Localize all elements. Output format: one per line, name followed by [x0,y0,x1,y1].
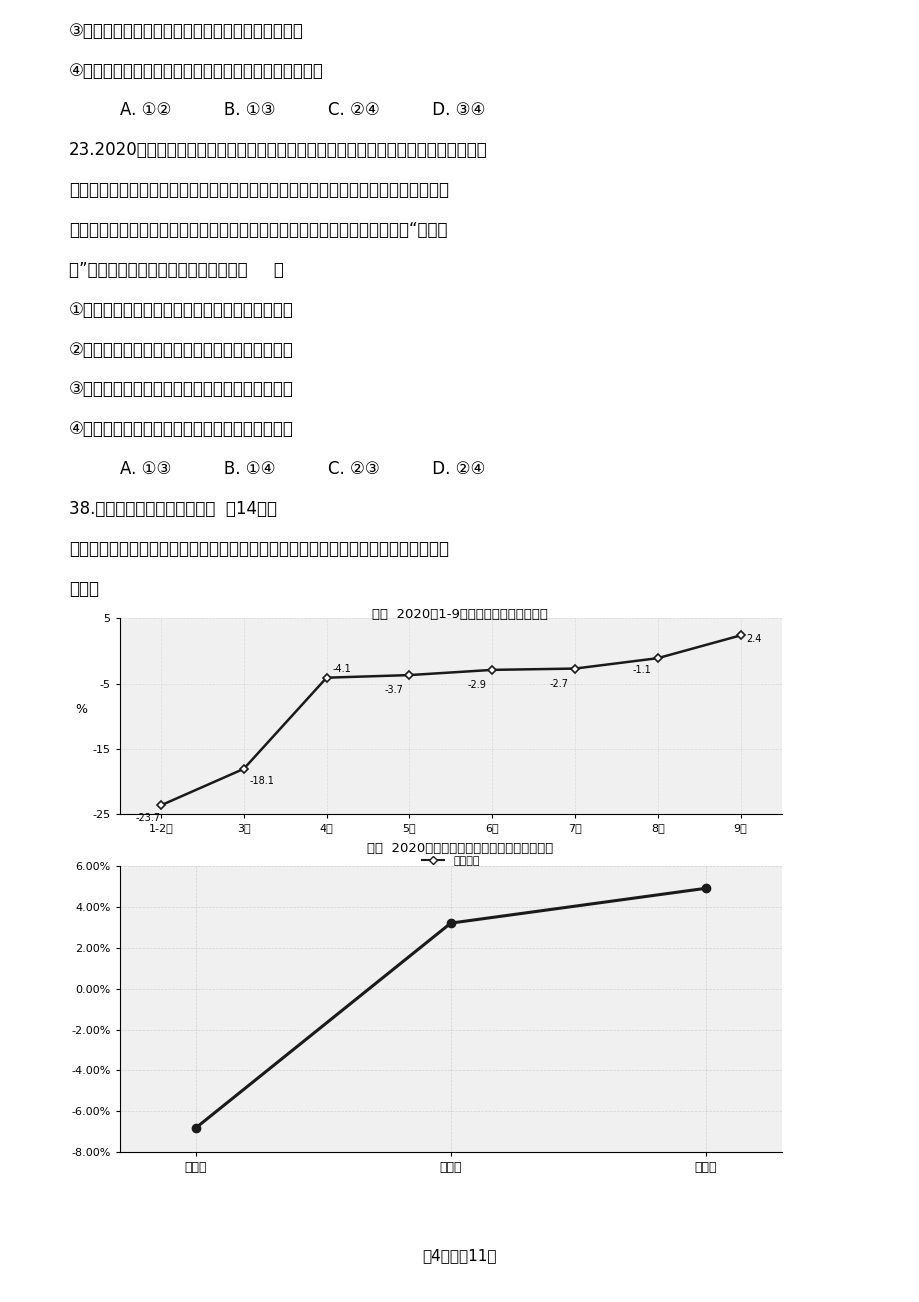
Text: 23.2020年，面对新冠肌炎疫情的冲击以及单边主义、保护主义、民簹主义等逆流嗧器，: 23.2020年，面对新冠肌炎疫情的冲击以及单边主义、保护主义、民簹主义等逆流嗧… [69,142,487,159]
Text: 中国以元首外交为引领，以抗疫外交为主线，同步抗击新冠病毒和国际政治病毒，积极: 中国以元首外交为引领，以抗疫外交为主线，同步抗击新冠病毒和国际政治病毒，积极 [69,181,448,199]
Text: A. ①③          B. ①④          C. ②③          D. ②④: A. ①③ B. ①④ C. ②③ D. ②④ [119,460,484,478]
Text: ②中国超越意识形态偏见，通过协商谈判化解分歧: ②中国超越意识形态偏见，通过协商谈判化解分歧 [69,341,293,358]
Text: 38.阅读材料，完成下列问题。  （14分）: 38.阅读材料，完成下列问题。 （14分） [69,500,277,518]
Text: 开展国际抗疫合作，大力倡导建设人类卫生健康共同体，扎实推进高质量共建“一带一: 开展国际抗疫合作，大力倡导建设人类卫生健康共同体，扎实推进高质量共建“一带一 [69,221,447,240]
Text: ③中国发挥统筹协调作用，推动全球治理体系变革: ③中国发挥统筹协调作用，推动全球治理体系变革 [69,380,293,398]
Text: -4.1: -4.1 [332,664,350,674]
Text: 某校研究性学习小组为了解当地经济发展状况，登录政府网站查询到相关信息并制作如: 某校研究性学习小组为了解当地经济发展状况，登录政府网站查询到相关信息并制作如 [69,540,448,557]
Y-axis label: %: % [75,703,87,716]
Legend: 实际速度: 实际速度 [417,852,483,871]
Text: -3.7: -3.7 [384,685,403,695]
Text: -2.7: -2.7 [550,678,568,689]
Text: 表一  2020年1-9月我国消费品总额增速表: 表一 2020年1-9月我国消费品总额增速表 [371,608,548,621]
Text: -2.9: -2.9 [467,680,485,690]
Text: A. ①②          B. ①③          C. ②④          D. ③④: A. ①② B. ①③ C. ②④ D. ③④ [119,102,484,120]
Text: 路”，助力世界经济早日复苏。这说明（     ）: 路”，助力世界经济早日复苏。这说明（ ） [69,260,284,279]
Text: ④有利于完善按要素分配的体制机制，增加科技人员收入: ④有利于完善按要素分配的体制机制，增加科技人员收入 [69,61,323,79]
Text: -1.1: -1.1 [632,665,651,676]
Text: ③有利于调动科技人员研发的积极性，推动创新发展: ③有利于调动科技人员研发的积极性，推动创新发展 [69,22,303,40]
Text: 图表：: 图表： [69,579,99,598]
Text: -18.1: -18.1 [249,776,274,786]
Text: 2.4: 2.4 [745,634,761,644]
Text: ④中国高举多边主义旗帜，努力深化全球务实合作: ④中国高举多边主义旗帜，努力深化全球务实合作 [69,421,293,439]
Text: -23.7: -23.7 [136,812,161,823]
Text: 表二  2020年前三季度国内生产总值同比增长表: 表二 2020年前三季度国内生产总值同比增长表 [367,842,552,855]
Text: ①中国秉持合作共赢理念，彰显大国的责任与担当: ①中国秉持合作共赢理念，彰显大国的责任与担当 [69,301,293,319]
Text: 笥4页，具11页: 笥4页，具11页 [423,1247,496,1263]
